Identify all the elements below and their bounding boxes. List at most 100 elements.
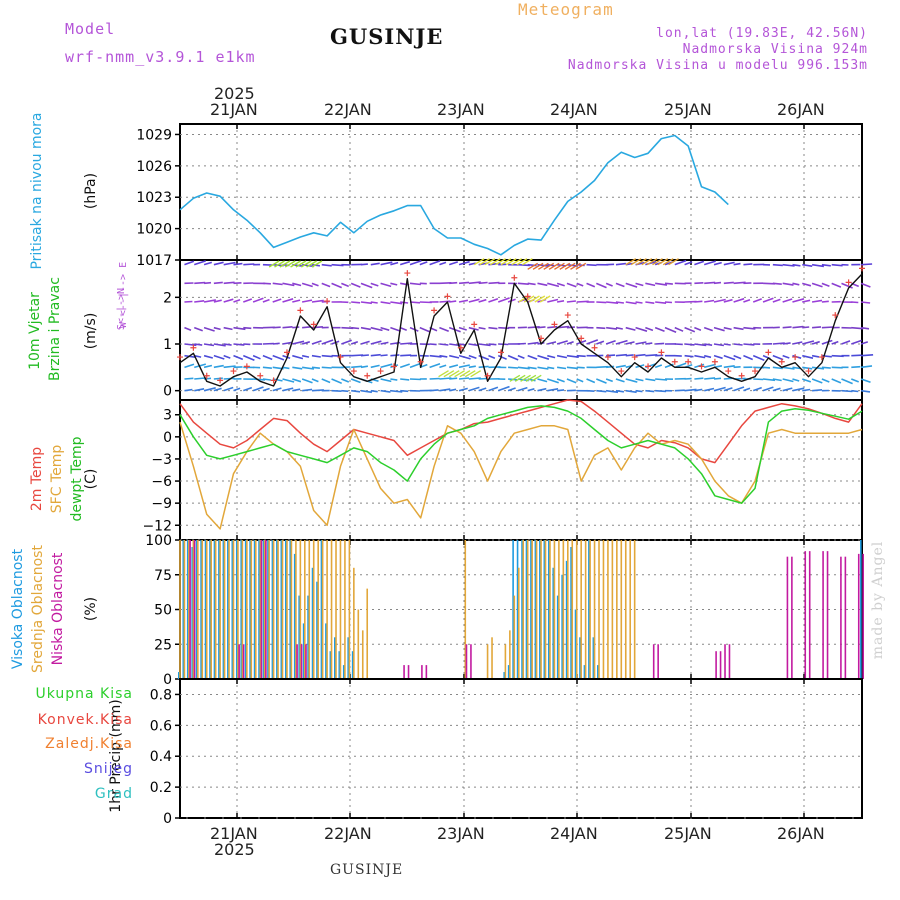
wind-barb: [292, 378, 302, 383]
wind-barb: [380, 363, 393, 369]
wind-barb: [478, 298, 487, 303]
wind-barb: [713, 343, 725, 347]
y-tick-label: 0.4: [150, 749, 172, 765]
wind-barb: [331, 389, 342, 392]
wind-barb: [242, 354, 255, 362]
wind-barb: [860, 326, 870, 330]
wind-barb: [655, 282, 668, 286]
wind-barb: [311, 378, 319, 383]
wind-barb: [488, 386, 499, 392]
wind-barb: [547, 388, 559, 392]
wind-gust-marker: [698, 363, 705, 370]
wind-barb: [478, 354, 490, 361]
wind-barb: [596, 326, 606, 330]
wind-barb: [606, 326, 618, 330]
wind-barb: [380, 261, 393, 266]
wind-gust-marker: [765, 349, 772, 356]
wind-barb: [557, 389, 565, 392]
wind-barb: [782, 387, 793, 392]
wind-gust-marker: [671, 358, 678, 365]
wind-barb: [812, 326, 822, 329]
wind-barb: [556, 282, 565, 287]
wind-barb: [694, 343, 707, 347]
wind-barb: [497, 297, 510, 303]
wind-barb: [458, 299, 469, 303]
wind-gust-marker: [538, 335, 545, 342]
wind-barb: [302, 326, 312, 329]
wind-gust-marker: [752, 368, 759, 375]
wind-barb: [301, 299, 313, 303]
wind-barb: [723, 298, 733, 303]
wind-gust-barb: [668, 258, 679, 266]
bottom-date-21: 21JAN: [210, 824, 258, 843]
wind-barb: [576, 378, 584, 383]
wind-gust-barb: [479, 258, 490, 266]
wind-barb: [615, 282, 625, 288]
wind-gust-marker: [364, 372, 371, 379]
wind-barb: [802, 366, 813, 370]
wind-gust-marker: [738, 372, 745, 379]
wind-gust-barb: [514, 374, 526, 382]
wind-barb: [606, 389, 619, 394]
wind-barb: [478, 343, 491, 347]
wind-barb: [821, 282, 830, 287]
wind-barb: [655, 378, 668, 381]
wind-barb: [684, 326, 696, 333]
wind-barb: [586, 389, 595, 392]
wind-barb: [233, 343, 245, 346]
wind-barb: [390, 261, 399, 266]
top-date-23: 23JAN: [437, 100, 485, 119]
wind-gust-marker: [511, 274, 518, 281]
wind-barb: [851, 378, 859, 383]
wind-barb: [341, 339, 352, 345]
wind-barb: [861, 301, 871, 304]
wind-barb: [292, 299, 301, 303]
wind-barb: [184, 363, 195, 369]
wind-barb: [860, 341, 869, 345]
wind-barb: [360, 282, 373, 289]
wind-barb: [811, 340, 820, 345]
wind-barb: [762, 386, 774, 392]
y-tick-label: −3: [151, 452, 172, 468]
wind-gust-marker: [564, 312, 571, 319]
wind-barb: [635, 282, 644, 287]
wind-barb: [752, 386, 762, 392]
wind-barb: [458, 354, 471, 360]
wind-barb: [331, 378, 343, 385]
wind-gust-marker: [417, 358, 424, 365]
wind-barb: [743, 387, 751, 392]
wind-barb: [576, 354, 586, 358]
y-tick-label: 1017: [136, 253, 172, 269]
wind-barb: [488, 354, 496, 360]
bottom-date-26: 26JAN: [777, 824, 825, 843]
wind-barb: [547, 282, 560, 288]
wind-barb: [449, 388, 457, 392]
wind-barb: [380, 341, 389, 345]
wind-barb: [645, 378, 656, 382]
wind-gust-marker: [778, 358, 785, 365]
wind-barb: [370, 326, 383, 332]
wind-barb: [233, 326, 246, 331]
wind-gust-barb: [625, 258, 637, 266]
wind-barb: [733, 326, 744, 331]
wind-barb: [821, 339, 833, 345]
wind-barb: [586, 339, 599, 345]
wind-gust-marker: [497, 349, 504, 356]
wind-barb: [439, 364, 447, 369]
wind-gust-marker: [431, 307, 438, 314]
wind-barb: [556, 378, 565, 383]
wind-barb: [841, 282, 853, 289]
wind-barb: [233, 299, 241, 303]
wind-gust-barb: [575, 262, 587, 270]
wind-barb: [713, 261, 722, 266]
wind-barb: [458, 343, 467, 346]
wind-barb: [635, 389, 643, 393]
wind-barb: [566, 366, 578, 370]
wind-barb: [203, 299, 217, 303]
wind-barb: [507, 387, 516, 392]
y-tick-label: −6: [151, 474, 172, 490]
wind-gust-marker: [177, 354, 183, 361]
precip-legend-hail: Grad: [94, 786, 133, 802]
wind-gust-marker: [203, 372, 210, 379]
wind-barb: [625, 378, 638, 383]
